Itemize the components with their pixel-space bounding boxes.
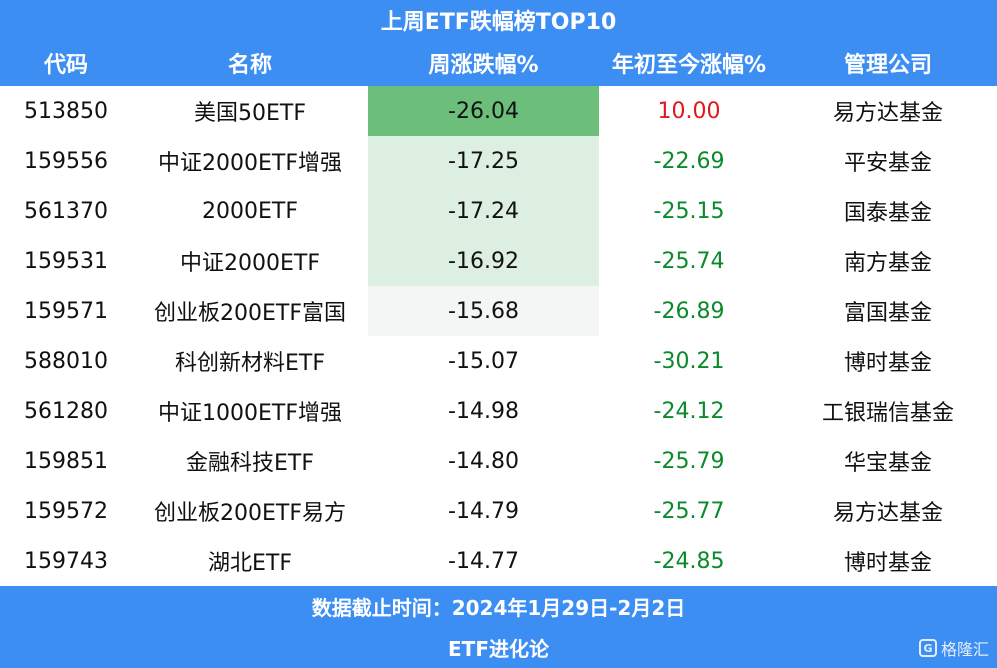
- cell-manager: 南方基金: [843, 251, 932, 276]
- cell-ytd-change: -24.12: [653, 398, 725, 424]
- header-manager: 管理公司: [843, 53, 932, 78]
- watermark-logo-icon: G: [918, 639, 937, 657]
- cell-code: 159743: [24, 548, 108, 574]
- cell-code: 561370: [24, 198, 108, 224]
- cell-name: 2000ETF: [202, 198, 298, 224]
- cell-manager: 易方达基金: [832, 501, 943, 526]
- table-title: 上周ETF跌幅榜TOP10: [0, 0, 997, 40]
- cell-code: 561280: [24, 398, 108, 424]
- cell-weekly-change: -14.77: [448, 548, 519, 574]
- cell-weekly-change: -14.98: [448, 398, 519, 424]
- table-row: 159572 创业板200ETF易方 -14.79 -25.77 易方达基金: [0, 486, 997, 536]
- cell-code: 159851: [24, 448, 108, 474]
- cell-name: 中证2000ETF增强: [158, 151, 342, 176]
- cell-name: 湖北ETF: [208, 551, 292, 576]
- cell-weekly-change: -15.07: [448, 348, 519, 374]
- cell-name: 创业板200ETF易方: [154, 501, 346, 526]
- cell-manager: 华宝基金: [843, 451, 932, 476]
- header-name: 名称: [227, 53, 272, 78]
- cell-name: 创业板200ETF富国: [154, 301, 346, 326]
- cell-manager: 博时基金: [843, 351, 932, 376]
- table-row: 561370 2000ETF -17.24 -25.15 国泰基金: [0, 186, 997, 236]
- table-row: 159571 创业板200ETF富国 -15.68 -26.89 富国基金: [0, 286, 997, 336]
- cell-weekly-change: -17.25: [368, 136, 599, 186]
- cell-name: 中证2000ETF: [180, 251, 320, 276]
- table-row: 513850 美国50ETF -26.04 10.00 易方达基金: [0, 86, 997, 136]
- table-row: 159851 金融科技ETF -14.80 -25.79 华宝基金: [0, 436, 997, 486]
- table-row: 159556 中证2000ETF增强 -17.25 -22.69 平安基金: [0, 136, 997, 186]
- cell-code: 159531: [24, 248, 108, 274]
- data-cutoff-note: 数据截止时间：2024年1月29日-2月2日: [0, 586, 997, 626]
- cell-ytd-change: -25.74: [653, 248, 725, 274]
- table-body: 513850 美国50ETF -26.04 10.00 易方达基金 159556…: [0, 86, 997, 586]
- cell-manager: 工银瑞信基金: [821, 401, 954, 426]
- header-ytd-change: 年初至今涨幅%: [611, 53, 767, 78]
- column-header-row: 代码 名称 周涨跌幅% 年初至今涨幅% 管理公司: [0, 40, 997, 86]
- cell-weekly-change: -26.04: [368, 86, 599, 136]
- source-label: ETF进化论: [0, 626, 997, 668]
- cell-ytd-change: -25.79: [653, 448, 725, 474]
- header-code: 代码: [43, 53, 88, 78]
- cell-weekly-change: -16.92: [368, 236, 599, 286]
- watermark: G 格隆汇: [918, 636, 989, 660]
- table-row: 561280 中证1000ETF增强 -14.98 -24.12 工银瑞信基金: [0, 386, 997, 436]
- cell-weekly-change: -14.80: [448, 448, 519, 474]
- cell-manager: 博时基金: [843, 551, 932, 576]
- cell-code: 159571: [24, 298, 108, 324]
- cell-ytd-change: -25.77: [653, 498, 725, 524]
- cell-ytd-change: -25.15: [653, 198, 725, 224]
- cell-ytd-change: -24.85: [653, 548, 725, 574]
- table-row: 159531 中证2000ETF -16.92 -25.74 南方基金: [0, 236, 997, 286]
- cell-ytd-change: 10.00: [657, 98, 721, 124]
- watermark-text: 格隆汇: [940, 640, 989, 659]
- cell-ytd-change: -22.69: [653, 148, 725, 174]
- cell-manager: 国泰基金: [843, 201, 932, 226]
- cell-ytd-change: -30.21: [653, 348, 725, 374]
- cell-manager: 平安基金: [843, 151, 932, 176]
- cell-name: 科创新材料ETF: [175, 351, 325, 376]
- cell-manager: 富国基金: [843, 301, 932, 326]
- cell-code: 513850: [24, 98, 108, 124]
- cell-manager: 易方达基金: [832, 101, 943, 126]
- cell-ytd-change: -26.89: [653, 298, 725, 324]
- cell-weekly-change: -14.79: [448, 498, 519, 524]
- cell-name: 金融科技ETF: [186, 451, 314, 476]
- cell-code: 159556: [24, 148, 108, 174]
- cell-code: 588010: [24, 348, 108, 374]
- cell-name: 美国50ETF: [194, 101, 306, 126]
- table-row: 588010 科创新材料ETF -15.07 -30.21 博时基金: [0, 336, 997, 386]
- cell-weekly-change: -15.68: [368, 286, 599, 336]
- cell-weekly-change: -17.24: [368, 186, 599, 236]
- header-weekly-change: 周涨跌幅%: [428, 53, 539, 78]
- table-row: 159743 湖北ETF -14.77 -24.85 博时基金: [0, 536, 997, 586]
- cell-code: 159572: [24, 498, 108, 524]
- cell-name: 中证1000ETF增强: [158, 401, 342, 426]
